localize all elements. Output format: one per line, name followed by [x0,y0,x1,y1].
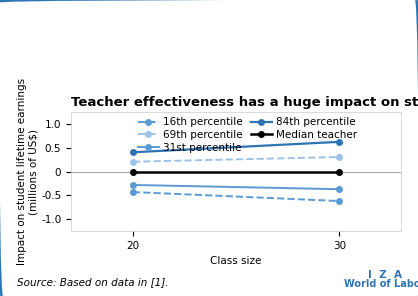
X-axis label: Class size: Class size [211,256,262,266]
Legend: 16th percentile, 69th percentile, 31st percentile, 84th percentile, Median teach: 16th percentile, 69th percentile, 31st p… [136,115,359,155]
Text: Source: Based on data in [1].: Source: Based on data in [1]. [17,277,168,287]
Y-axis label: Impact on student lifetime earnings
(millions of US$): Impact on student lifetime earnings (mil… [17,78,38,265]
Text: I  Z  A: I Z A [367,270,402,280]
Text: World of Labor: World of Labor [344,279,418,289]
Text: Teacher effectiveness has a huge impact on student earnings: Teacher effectiveness has a huge impact … [71,96,418,109]
